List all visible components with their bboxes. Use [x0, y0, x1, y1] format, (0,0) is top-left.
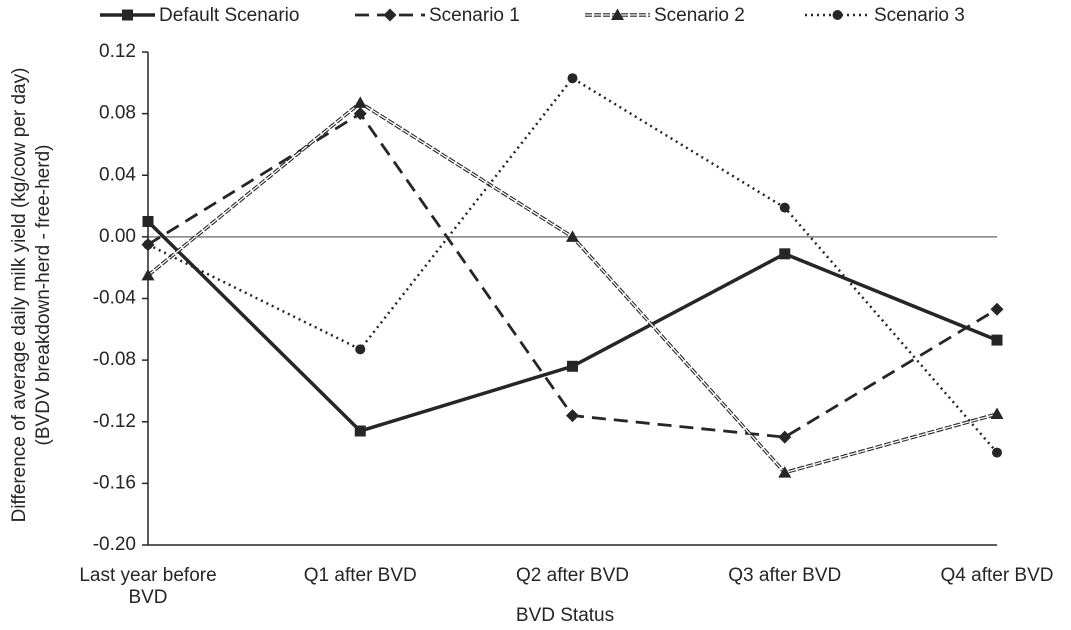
marker [991, 334, 1003, 346]
legend-label: Scenario 2 [654, 5, 745, 26]
series [142, 215, 1003, 437]
y-axis-title: (BVDV breakdown-herd - free-herd) [33, 145, 54, 446]
marker [990, 407, 1004, 420]
x-tick-label-box: Q1 after BVD [303, 565, 417, 586]
marker [779, 248, 791, 260]
marker [990, 302, 1004, 316]
marker [778, 430, 792, 444]
marker [355, 344, 366, 355]
legend-marker [611, 8, 624, 20]
y-tick-label: -0.16 [93, 472, 136, 493]
y-tick-label: -0.12 [93, 411, 136, 432]
legend-marker [832, 10, 843, 20]
marker [143, 239, 153, 250]
x-tick-label: Q1 after BVD [303, 565, 417, 586]
x-axis-title: BVD Status [516, 605, 614, 626]
marker [566, 409, 579, 423]
legend-label: Scenario 3 [874, 5, 965, 26]
line [147, 76, 998, 454]
y-tick-label: -0.08 [93, 349, 136, 370]
marker [354, 425, 366, 437]
x-tick-label: Last year before BVD [79, 565, 217, 608]
marker [566, 230, 579, 242]
series [143, 73, 1002, 458]
legend-item: Scenario 2 [585, 5, 745, 26]
legend-marker [122, 9, 133, 21]
marker [567, 360, 578, 372]
y-tick-label: 0.04 [99, 164, 136, 185]
x-tick-label: Q2 after BVD [516, 565, 629, 586]
x-tick-label-box: Last year before BVD [79, 565, 217, 608]
y-tick-label: 0.08 [99, 103, 136, 124]
x-tick-label: Q4 after BVD [940, 565, 1054, 586]
y-tick-label: -0.04 [93, 288, 137, 309]
marker [992, 447, 1002, 458]
marker [778, 466, 792, 478]
legend-label: Scenario 1 [429, 5, 520, 26]
line [147, 111, 998, 439]
x-tick-label-box: Q3 after BVD [728, 565, 842, 586]
legend-marker [383, 8, 397, 22]
marker [353, 107, 367, 121]
legend-item: Default Scenario [100, 5, 299, 26]
x-tick-label-box: Q4 after BVD [940, 565, 1054, 586]
y-tick-label: 0.00 [99, 226, 136, 247]
marker [142, 215, 154, 227]
series [141, 96, 1004, 478]
x-tick-label: Q3 after BVD [728, 565, 842, 586]
marker [141, 268, 155, 281]
y-tick-label: -0.20 [93, 534, 136, 555]
y-axis-title: Difference of average daily milk yield (… [9, 68, 30, 523]
x-tick-label-box: Q2 after BVD [516, 565, 629, 586]
marker [779, 202, 790, 213]
series [141, 107, 1004, 444]
marker [567, 73, 578, 84]
line [146, 220, 998, 433]
legend-label: Default Scenario [159, 5, 299, 26]
marker [353, 96, 367, 108]
legend-item: Scenario 3 [805, 5, 965, 26]
y-tick-label: 0.12 [99, 41, 136, 62]
legend-item: Scenario 1 [355, 5, 520, 26]
